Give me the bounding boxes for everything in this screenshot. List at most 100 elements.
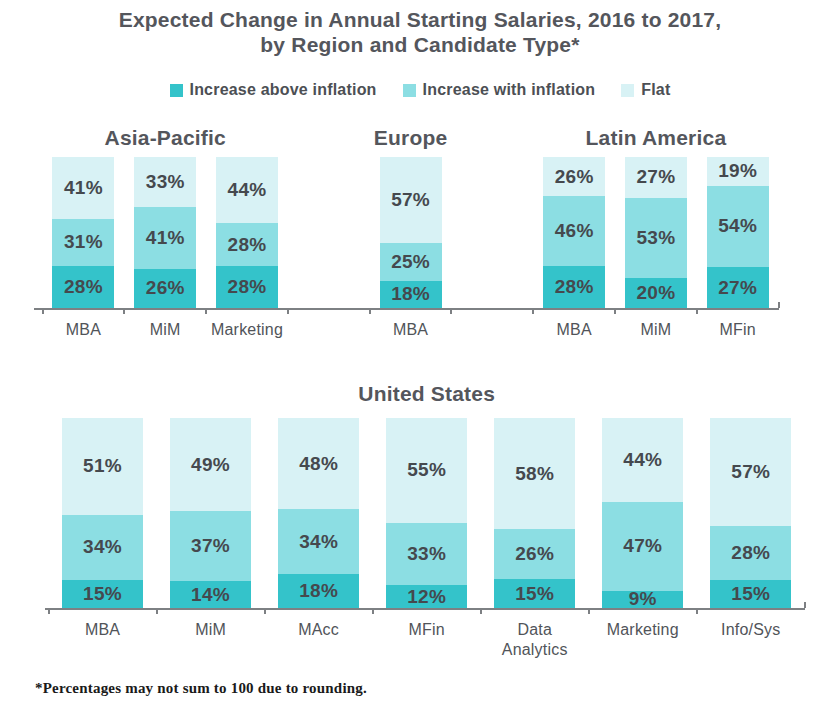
axis-tick [372, 608, 374, 614]
axis-tick [123, 308, 125, 314]
axis-tick [264, 608, 266, 614]
bar-united-states-macc: 48% 34% 18% [278, 418, 359, 608]
axis-tick [614, 308, 616, 314]
segment-flat: 27% [625, 157, 687, 198]
axis-tick [480, 608, 482, 614]
segment-increase-with-inflation: 37% [170, 511, 251, 581]
legend-label: Increase with inflation [423, 81, 596, 99]
segment-increase-with-inflation: 47% [602, 502, 683, 591]
category-label-mba: MBA [360, 320, 462, 340]
legend-swatch-flat-icon [621, 84, 634, 97]
legend-swatch-increase-above-inflation-icon [170, 84, 183, 97]
value-label: 41% [64, 177, 103, 199]
value-label: 27% [636, 166, 675, 188]
value-label: 41% [146, 227, 185, 249]
value-label: 53% [636, 227, 675, 249]
segment-increase-with-inflation: 34% [62, 515, 143, 580]
value-label: 26% [555, 166, 594, 188]
segment-increase-with-inflation: 53% [625, 198, 687, 278]
segment-increase-above-inflation: 15% [710, 580, 791, 609]
segment-flat: 57% [380, 157, 442, 243]
region-title-asia-pacific: Asia-Pacific [43, 126, 288, 150]
x-axis [45, 608, 805, 610]
chart-row-united-states: United States51%34%15%MBA49%37%14%MiM48%… [49, 378, 805, 668]
segment-increase-above-inflation: 26% [134, 269, 196, 308]
axis-tick [48, 608, 50, 614]
axis-tick [532, 308, 534, 314]
chart-title-line2: by Region and Candidate Type* [0, 32, 840, 57]
value-label: 15% [83, 583, 122, 605]
value-label: 14% [191, 584, 230, 606]
value-label: 54% [718, 215, 757, 237]
value-label: 26% [146, 277, 185, 299]
chart-row-regions: Asia-Pacific41%31%28%MBA33%41%26%MiM44%2… [43, 118, 779, 368]
segment-increase-with-inflation: 46% [543, 196, 605, 265]
segment-increase-above-inflation: 12% [386, 585, 467, 608]
segment-increase-with-inflation: 54% [707, 186, 769, 268]
value-label: 48% [299, 453, 338, 475]
segment-flat: 44% [602, 418, 683, 502]
segment-increase-with-inflation: 33% [386, 523, 467, 586]
segment-flat: 58% [494, 418, 575, 529]
axis-tick [450, 308, 452, 314]
segment-increase-above-inflation: 20% [625, 278, 687, 308]
chart-title-line1: Expected Change in Annual Starting Salar… [0, 7, 840, 32]
segment-flat: 57% [710, 418, 791, 526]
segment-increase-above-inflation: 18% [380, 281, 442, 308]
value-label: 57% [731, 461, 770, 483]
value-label: 15% [731, 583, 770, 605]
legend-item-increase-above-inflation: Increase above inflation [170, 81, 377, 99]
category-label-marketing: Marketing [196, 320, 298, 340]
footnote: *Percentages may not sum to 100 due to r… [35, 680, 367, 697]
value-label: 55% [407, 459, 446, 481]
value-label: 34% [299, 531, 338, 553]
segment-flat: 26% [543, 157, 605, 196]
value-label: 37% [191, 535, 230, 557]
segment-increase-above-inflation: 9% [602, 591, 683, 608]
value-label: 47% [623, 535, 662, 557]
axis-tick [369, 308, 371, 314]
bar-latin-america-mim: 27% 53% 20% [625, 157, 687, 308]
value-label: 57% [391, 189, 430, 211]
category-label-mfin: MFin [687, 320, 789, 340]
segment-increase-above-inflation: 28% [52, 266, 114, 308]
segment-flat: 33% [134, 157, 196, 207]
axis-tick [696, 608, 698, 614]
value-label: 12% [407, 586, 446, 608]
segment-increase-with-inflation: 25% [380, 243, 442, 281]
value-label: 33% [407, 543, 446, 565]
segment-flat: 49% [170, 418, 251, 511]
legend-item-flat: Flat [621, 81, 670, 99]
legend-label: Flat [641, 81, 670, 99]
legend-item-increase-with-inflation: Increase with inflation [403, 81, 596, 99]
segment-increase-above-inflation: 14% [170, 581, 251, 608]
x-axis [34, 308, 779, 310]
axis-tick [156, 608, 158, 614]
value-label: 19% [718, 160, 757, 182]
segment-increase-with-inflation: 26% [494, 529, 575, 579]
segment-increase-above-inflation: 18% [278, 574, 359, 608]
value-label: 28% [731, 542, 770, 564]
segment-increase-with-inflation: 28% [710, 526, 791, 579]
segment-increase-with-inflation: 31% [52, 219, 114, 266]
segment-increase-with-inflation: 34% [278, 509, 359, 574]
segment-increase-above-inflation: 15% [494, 579, 575, 608]
value-label: 18% [299, 580, 338, 602]
segment-flat: 48% [278, 418, 359, 509]
segment-increase-above-inflation: 28% [216, 266, 278, 308]
bar-latin-america-mba: 26%46%28% [543, 157, 605, 308]
value-label: 15% [515, 583, 554, 605]
segment-flat: 55% [386, 418, 467, 523]
region-title-united-states: United States [49, 382, 805, 406]
segment-increase-above-inflation: 15% [62, 580, 143, 609]
value-label: 28% [228, 234, 267, 256]
bar-asia-pacific-mim: 33% 41% 26% [134, 157, 196, 308]
axis-tick [804, 602, 806, 608]
value-label: 20% [636, 282, 675, 304]
bar-united-states-mba: 51%34%15% [62, 418, 143, 608]
value-label: 31% [64, 231, 103, 253]
value-label: 49% [191, 454, 230, 476]
value-label: 9% [629, 588, 657, 610]
value-label: 34% [83, 536, 122, 558]
axis-tick [287, 308, 289, 314]
